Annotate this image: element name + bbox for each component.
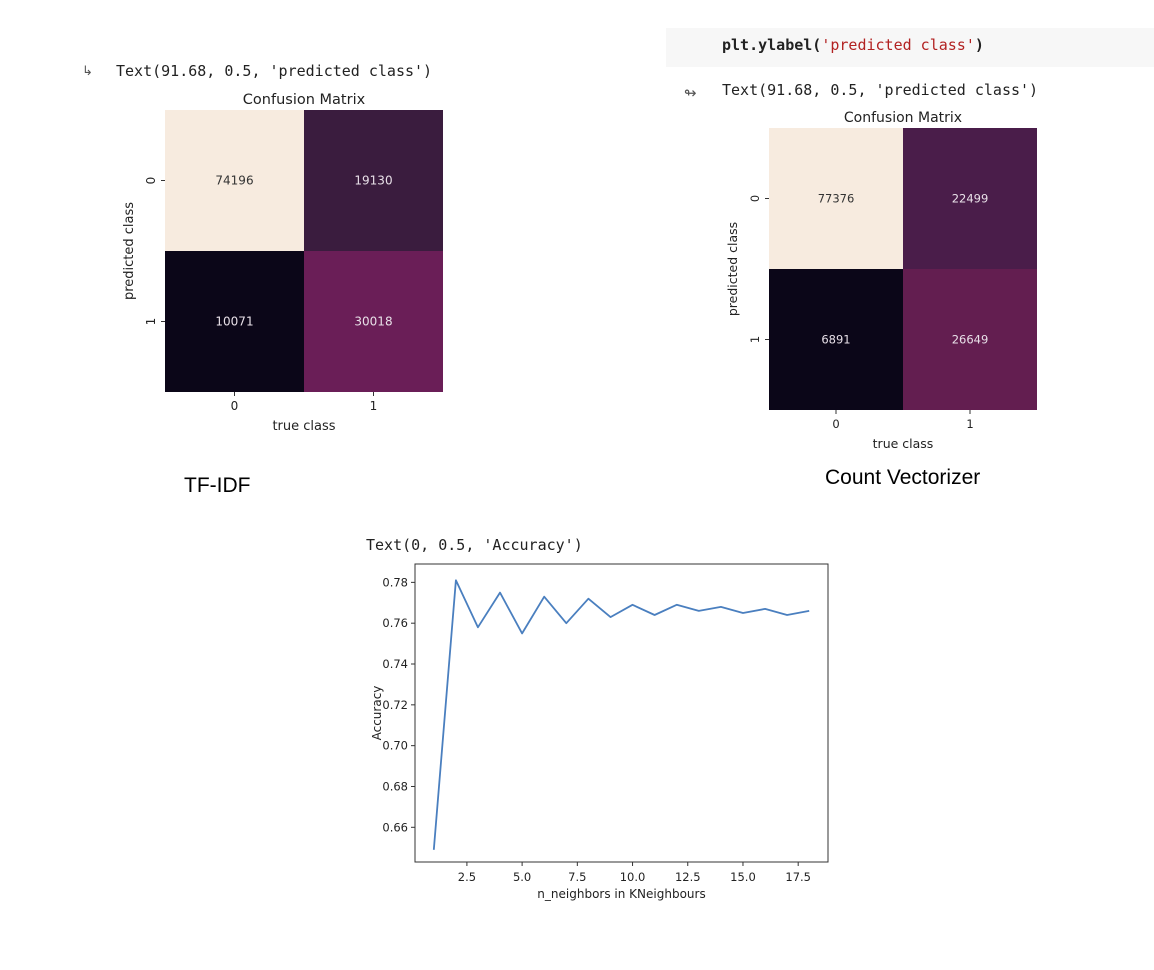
y-tick-label: 0	[748, 195, 762, 202]
code-prefix: plt.ylabel(	[722, 36, 822, 54]
y-tick-label: 1	[748, 336, 762, 343]
right-output-text: Text(91.68, 0.5, 'predicted class')	[722, 81, 1039, 99]
plot-frame	[414, 563, 829, 863]
x-tick-label: 0	[231, 399, 239, 413]
left-output-text: Text(91.68, 0.5, 'predicted class')	[116, 62, 433, 80]
code-string: 'predicted class'	[821, 36, 975, 54]
x-axis-label: true class	[272, 419, 335, 434]
heatmap-cell-label: 19130	[354, 174, 392, 188]
y-tick-label: 0.70	[382, 739, 408, 753]
heatmap-count-vectorizer: Confusion Matrix 77376 22499 6891 26649 0 1 0 1 t…	[725, 110, 1037, 448]
y-tick-label: 0.72	[382, 698, 408, 712]
heatmap-title: Confusion Matrix	[844, 110, 962, 126]
x-tick-label: 2.5	[458, 870, 476, 884]
heatmap-title: Confusion Matrix	[243, 92, 366, 108]
code-cell[interactable]: plt.ylabel('predicted class')	[666, 28, 1154, 67]
x-axis-label: true class	[873, 436, 934, 448]
heatmap-cell-r0-c1	[304, 110, 443, 251]
heatmap-cell-label: 74196	[215, 174, 253, 188]
y-axis-label: predicted class	[725, 222, 740, 316]
y-tick-label: 0.78	[382, 575, 408, 589]
heatmap-tfidf: Confusion Matrix 74196 19130 10071 30018 0 1 0 1…	[122, 92, 443, 434]
y-tick-label: 0.76	[382, 616, 408, 630]
heatmap-cell-label: 6891	[821, 333, 850, 347]
y-tick-label: 1	[144, 318, 158, 326]
x-tick-label: 0	[832, 417, 839, 431]
y-tick-label: 0	[144, 177, 158, 185]
y-tick-label: 0.66	[382, 820, 408, 834]
left-output-arrow-icon: ↳	[82, 64, 93, 79]
heatmap-cell-label: 26649	[952, 333, 989, 347]
x-tick-label: 15.0	[730, 870, 756, 884]
x-tick-label: 17.5	[785, 870, 811, 884]
y-tick-label: 0.74	[382, 657, 408, 671]
heatmap-cell-label: 77376	[818, 192, 855, 206]
y-axis-label: Accuracy	[370, 686, 384, 741]
caption-count-vectorizer: Count Vectorizer	[825, 466, 981, 489]
heatmap-cell-r0-c1	[903, 128, 1037, 269]
caption-tfidf: TF-IDF	[184, 474, 251, 497]
accuracy-line-chart: 2.5 5.0 7.5 10.0 12.5 15.0 17.5 0.66 0.68 0.70 0.7…	[370, 563, 829, 901]
x-tick-label: 5.0	[513, 870, 531, 884]
heatmap-cell-label: 30018	[354, 315, 392, 329]
heatmap-cell-label: 22499	[952, 192, 989, 206]
bottom-output-text: Text(0, 0.5, 'Accuracy')	[366, 536, 583, 554]
code-suffix: )	[974, 36, 984, 54]
x-tick-label: 1	[370, 399, 378, 413]
heatmap-cell-r1-c0	[769, 269, 903, 410]
x-tick-label: 10.0	[620, 870, 646, 884]
heatmap-cell-r1-c0	[165, 251, 304, 392]
heatmap-cell-label: 10071	[215, 315, 253, 329]
heatmap-cell-r0-c0	[769, 128, 903, 269]
heatmap-cell-r1-c1	[304, 251, 443, 392]
heatmap-cell-r0-c0	[165, 110, 304, 251]
x-axis-label: n_neighbors in KNeighbours	[537, 887, 705, 901]
y-tick-label: 0.68	[382, 779, 408, 793]
right-output-icon: ↬	[684, 84, 697, 102]
x-tick-label: 7.5	[568, 870, 586, 884]
accuracy-series-line	[432, 579, 810, 850]
x-tick-label: 12.5	[675, 870, 701, 884]
y-axis-label: predicted class	[122, 202, 137, 300]
heatmap-cell-r1-c1	[903, 269, 1037, 410]
code-line: plt.ylabel('predicted class')	[722, 36, 984, 54]
x-tick-label: 1	[966, 417, 973, 431]
